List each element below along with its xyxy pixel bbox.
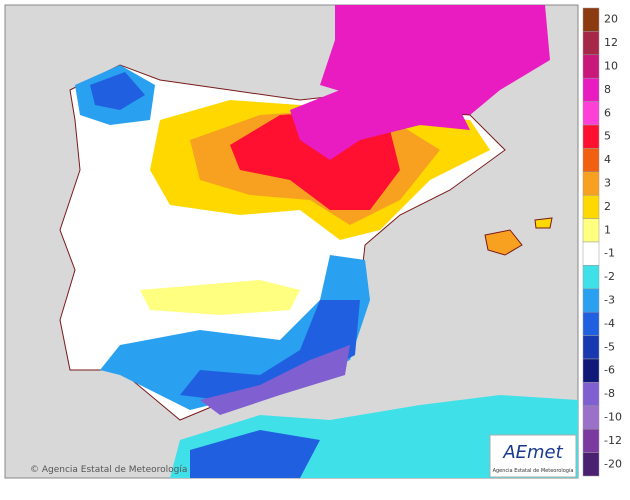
logo-box	[489, 434, 577, 478]
logo-subtitle: Agencia Estatal de Meteorología	[493, 467, 574, 474]
island	[534, 217, 553, 229]
legend-swatch	[582, 218, 600, 243]
legend-swatch	[582, 311, 600, 336]
legend-swatch	[582, 194, 600, 219]
legend-swatch	[582, 171, 600, 196]
legend-label: 4	[604, 153, 611, 166]
legend-label: 3	[604, 177, 611, 190]
legend-swatch	[582, 288, 600, 313]
legend-label: -4	[604, 317, 615, 330]
anomaly-area	[90, 72, 145, 110]
legend-label: -12	[604, 434, 622, 447]
legend-swatch	[582, 124, 600, 149]
legend-label: 2	[604, 200, 611, 213]
legend-swatch	[582, 31, 600, 56]
legend-label: 5	[604, 130, 611, 143]
legend-label: 10	[604, 60, 618, 73]
credit-text: Agencia Estatal de Meteorología	[42, 465, 188, 475]
anomaly-area	[320, 5, 550, 120]
anomaly-area	[200, 345, 350, 415]
legend-swatch	[582, 77, 600, 102]
legend-label: 8	[604, 83, 611, 96]
legend-swatch	[582, 405, 600, 430]
legend-swatch	[582, 382, 600, 407]
legend-swatch	[582, 265, 600, 290]
anomaly-area	[140, 280, 300, 315]
legend-label: -20	[604, 457, 622, 470]
legend-swatch	[582, 241, 600, 266]
legend-label: 12	[604, 36, 618, 49]
legend-label: 1	[604, 223, 611, 236]
legend-swatch	[582, 335, 600, 360]
legend-label: -2	[604, 270, 615, 283]
legend-label: 6	[604, 106, 611, 119]
legend-swatch	[582, 358, 600, 383]
legend-label: -3	[604, 294, 615, 307]
legend-label: 20	[604, 13, 618, 26]
logo-text: AEmet	[502, 442, 563, 463]
legend-swatch	[582, 148, 600, 173]
legend-label: -10	[604, 411, 622, 424]
anomaly-area	[190, 430, 320, 478]
credit: © Agencia Estatal de Meteorología	[30, 465, 187, 475]
legend-label: -6	[604, 364, 615, 377]
legend-swatch	[582, 452, 600, 477]
anomaly-area	[290, 90, 470, 160]
legend-swatch	[582, 428, 600, 453]
legend-swatch	[582, 101, 600, 126]
island	[484, 229, 523, 256]
legend-swatch	[582, 7, 600, 32]
legend: 20 12 10 8 6 5 4 3 2 1 -1 -2 -3 -4 -5 -6 -8 -10 -12 -20	[582, 7, 622, 477]
legend-swatch	[582, 54, 600, 79]
legend-label: -1	[604, 247, 615, 260]
legend-label: -5	[604, 340, 615, 353]
legend-label: -8	[604, 387, 615, 400]
